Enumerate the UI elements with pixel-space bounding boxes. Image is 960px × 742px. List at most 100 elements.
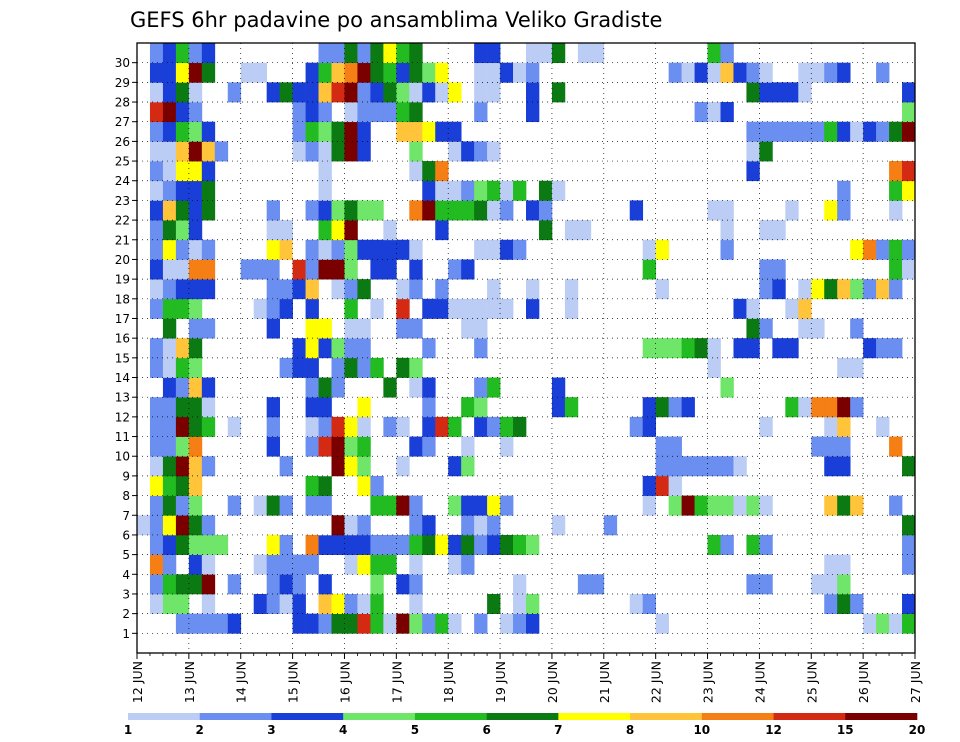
- heatmap-cell: [409, 613, 423, 634]
- heatmap-cell: [422, 515, 436, 536]
- heatmap-cell: [188, 554, 203, 575]
- heatmap-cell: [214, 141, 229, 162]
- heatmap-cell: [175, 397, 190, 418]
- y-tick-label: 28: [115, 96, 130, 110]
- heatmap-cell: [448, 259, 462, 280]
- heatmap-cell: [175, 475, 190, 496]
- heatmap-cell: [409, 259, 423, 280]
- heatmap-cell: [824, 200, 838, 221]
- heatmap-cell: [526, 62, 540, 83]
- heatmap-cell: [279, 220, 293, 241]
- heatmap-cell: [811, 574, 825, 595]
- heatmap-cell: [305, 475, 319, 496]
- heatmap-cell: [383, 613, 397, 634]
- heatmap-cell: [474, 141, 488, 162]
- heatmap-cell: [253, 259, 268, 280]
- heatmap-cell: [344, 200, 358, 221]
- heatmap-cell: [175, 436, 190, 457]
- heatmap-cell: [253, 593, 268, 614]
- heatmap-cell: [266, 416, 280, 437]
- heatmap-cell: [435, 298, 449, 319]
- heatmap-cell: [876, 239, 890, 260]
- heatmap-cell: [461, 259, 475, 280]
- heatmap-cell: [655, 239, 669, 260]
- heatmap-cell: [383, 43, 397, 64]
- heatmap-cell: [175, 121, 190, 142]
- heatmap-cell: [396, 534, 410, 555]
- heatmap-cell: [474, 200, 488, 221]
- heatmap-cell: [357, 475, 371, 496]
- legend-label: 7: [554, 723, 562, 737]
- heatmap-cell: [188, 416, 203, 437]
- heatmap-cell: [149, 456, 164, 477]
- heatmap-cell: [175, 515, 190, 536]
- heatmap-cell: [162, 220, 177, 241]
- heatmap-cell: [538, 200, 553, 221]
- heatmap-cell: [422, 338, 436, 359]
- heatmap-cell: [305, 338, 319, 359]
- heatmap-cell: [422, 436, 436, 457]
- y-tick-label: 25: [115, 155, 130, 169]
- heatmap-cell: [422, 200, 436, 221]
- heatmap-cell: [487, 43, 501, 64]
- heatmap-cell: [149, 416, 164, 437]
- heatmap-cell: [149, 298, 164, 319]
- x-tick-label: 21 JUN: [597, 661, 612, 703]
- heatmap-cell: [785, 338, 799, 359]
- heatmap-cell: [837, 436, 851, 457]
- heatmap-cell: [253, 298, 268, 319]
- heatmap-cell: [175, 377, 190, 398]
- heatmap-cell: [759, 121, 773, 142]
- heatmap-cell: [162, 62, 177, 83]
- heatmap-cell: [824, 554, 838, 575]
- heatmap-cell: [370, 554, 384, 575]
- heatmap-cell: [487, 239, 501, 260]
- legend-swatch: [558, 713, 631, 720]
- heatmap-cell: [162, 82, 177, 103]
- heatmap-cell: [305, 298, 319, 319]
- heatmap-cell: [474, 416, 488, 437]
- heatmap-cell: [889, 259, 903, 280]
- heatmap-cell: [331, 43, 345, 64]
- heatmap-cell: [344, 43, 358, 64]
- heatmap-cell: [188, 180, 203, 201]
- heatmap-cell: [383, 102, 397, 123]
- heatmap-cell: [837, 200, 851, 221]
- heatmap-cell: [175, 534, 190, 555]
- heatmap-cell: [175, 456, 190, 477]
- heatmap-cell: [850, 357, 864, 378]
- heatmap-cell: [707, 338, 721, 359]
- y-tick-label: 19: [115, 273, 130, 287]
- heatmap-cell: [331, 436, 345, 457]
- heatmap-cell: [824, 121, 838, 142]
- heatmap-cell: [798, 298, 812, 319]
- heatmap-cell: [707, 357, 721, 378]
- heatmap-cell: [850, 397, 864, 418]
- heatmap-cell: [513, 180, 527, 201]
- y-tick-label: 8: [122, 489, 130, 503]
- heatmap-cell: [383, 259, 397, 280]
- y-tick-label: 15: [115, 351, 130, 365]
- heatmap-cell: [266, 220, 280, 241]
- heatmap-cell: [902, 613, 916, 634]
- heatmap-cell: [837, 574, 851, 595]
- heatmap-cell: [292, 239, 306, 260]
- legend-label: 5: [411, 723, 419, 737]
- heatmap-cell: [201, 161, 216, 182]
- heatmap-cell: [863, 121, 877, 142]
- heatmap-cell: [201, 43, 216, 64]
- y-tick-label: 6: [122, 528, 130, 542]
- heatmap-cell: [344, 554, 358, 575]
- heatmap-cell: [772, 338, 786, 359]
- heatmap-cell: [370, 298, 384, 319]
- heatmap-cell: [188, 495, 203, 516]
- heatmap-cell: [513, 593, 527, 614]
- heatmap-cell: [318, 161, 332, 182]
- heatmap-cell: [435, 200, 449, 221]
- heatmap-cell: [422, 613, 436, 634]
- x-tick-label: 23 JUN: [701, 661, 716, 703]
- heatmap-cell: [487, 495, 501, 516]
- heatmap-cell: [318, 416, 332, 437]
- heatmap-cell: [188, 338, 203, 359]
- heatmap-cell: [188, 613, 203, 634]
